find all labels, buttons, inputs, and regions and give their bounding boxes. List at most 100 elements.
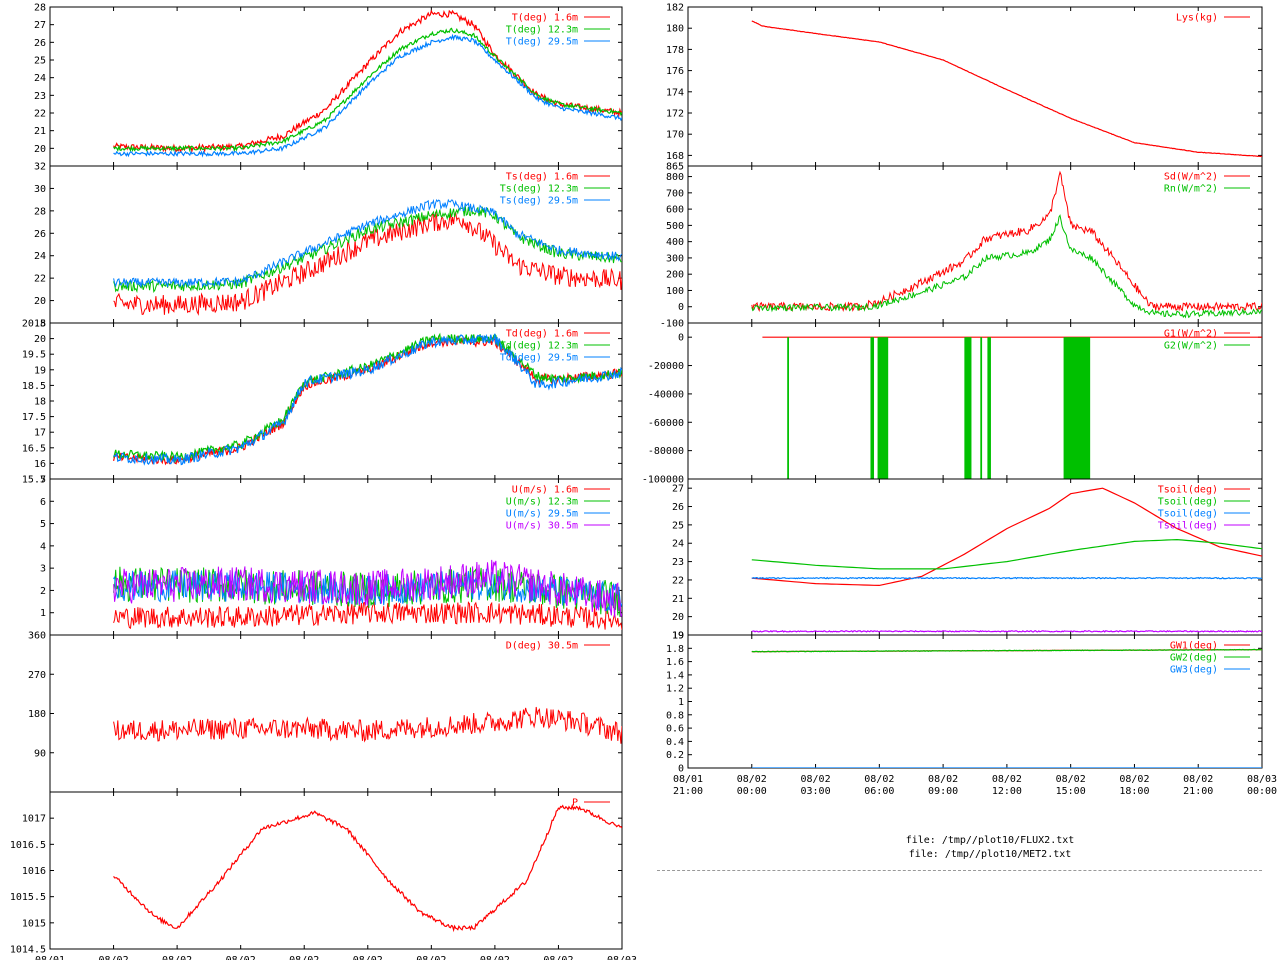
y-tick-label: 800 (666, 172, 684, 183)
x-tick-label-time: 00:00 (1247, 786, 1277, 797)
series-group (113, 706, 622, 744)
y-tick-label: 1.8 (666, 644, 684, 655)
x-tick-label-date: 08/02 (416, 955, 446, 960)
x-tick-label-date: 08/02 (353, 955, 383, 960)
y-tick-label: 600 (666, 205, 684, 216)
series-line (751, 20, 1262, 158)
plot-frame (49, 791, 623, 950)
series-group (751, 20, 1262, 158)
y-tick-label: 18 (34, 397, 46, 408)
legend-label: U(m/s) 30.5m (506, 521, 578, 532)
series-spike (870, 337, 875, 479)
series-group (113, 9, 622, 158)
legend-label: GW3(deg) (1170, 665, 1218, 676)
y-tick-label: 178 (666, 45, 684, 56)
y-tick-label: 90 (34, 748, 46, 759)
series-line (113, 333, 622, 466)
y-tick-label: 20.5 (22, 319, 46, 330)
y-tick-label: 20 (34, 334, 46, 345)
y-tick-label: 30 (34, 184, 46, 195)
series-line (113, 803, 622, 933)
y-tick-label: 16.5 (22, 443, 46, 454)
series-group (113, 559, 622, 630)
y-tick-label: 22 (34, 274, 46, 285)
y-tick-label: 17.5 (22, 412, 46, 423)
file-name: file: /tmp//plot10/MET2.txt (908, 849, 1072, 860)
chart-panel-radiation: 800 700 600 500 400 300 200 100 0 -100 865 Sd(W/m^2… (660, 162, 1263, 330)
legend-label: U(m/s) 29.5m (506, 509, 578, 520)
y-tick-label: 6 (40, 497, 46, 508)
x-tick-label-date: 08/02 (289, 955, 319, 960)
x-tick-label-date: 08/01 (673, 774, 703, 785)
legend-label: T(deg) 12.3m (506, 25, 578, 36)
chart-panel-lysimeter: 182 180 178 176 174 172 170 168 Lys(kg) (666, 3, 1263, 167)
x-tick-label-date: 08/02 (543, 955, 573, 960)
y-tick-label: 270 (28, 670, 46, 681)
legend-label: Tsoil(deg) (1158, 485, 1218, 496)
legend-label: Sd(W/m^2) (1164, 172, 1218, 183)
series-line (751, 630, 1262, 633)
y-tick-label: 1.2 (666, 684, 684, 695)
x-tick-label-time: 15:00 (1056, 786, 1086, 797)
y-tick-label: 19.5 (22, 350, 46, 361)
y-tick-label: 26 (34, 38, 46, 49)
x-tick-label-time: 03:00 (801, 786, 831, 797)
legend-label: G2(W/m^2) (1164, 341, 1218, 352)
x-tick-label-date: 08/03 (1247, 774, 1277, 785)
legend-label: GW2(deg) (1170, 653, 1218, 664)
legend-label: Td(deg) 12.3m (500, 341, 578, 352)
y-tick-label: 1 (40, 608, 46, 619)
y-tick-label: 5 (40, 519, 46, 530)
y-tick-label: -100000 (642, 475, 684, 486)
x-tick-label-date: 08/02 (928, 774, 958, 785)
y-tick-label: 700 (666, 188, 684, 199)
y-tick-label: 1016.5 (10, 840, 46, 851)
y-tick-label: 23 (34, 91, 46, 102)
y-tick-label: 2 (40, 586, 46, 597)
y-tick-label: 182 (666, 3, 684, 14)
series-spike (964, 337, 972, 479)
y-tick-label: 22 (672, 575, 684, 586)
series-line (751, 576, 1262, 580)
legend-label: Tsoil(deg) (1158, 521, 1218, 532)
y-tick-label: 865 (666, 162, 684, 173)
legend-label: Tsoil(deg) (1158, 509, 1218, 520)
series-spike (787, 337, 789, 479)
chart-panel-ground-water: 1.8 1.6 1.4 1.2 1 0.8 0.6 0.4 0.2 0 19 GW1(deg)GW2(… (666, 631, 1263, 775)
plot-frame (687, 6, 1263, 167)
chart-panel-wind-direction: 360 270 180 90 D(deg) 30.5m (28, 631, 623, 793)
x-tick-label-time: 21:00 (673, 786, 703, 797)
y-tick-label: 23 (672, 557, 684, 568)
y-tick-label: 180 (666, 24, 684, 35)
y-tick-label: 1014.5 (10, 945, 46, 956)
x-tick-label-time: 00:00 (737, 786, 767, 797)
y-tick-label: -40000 (648, 389, 684, 400)
y-tick-label: 19 (34, 365, 46, 376)
y-tick-label: 27 (34, 20, 46, 31)
legend-label: Ts(deg) 29.5m (500, 196, 578, 207)
y-tick-label: 28 (34, 206, 46, 217)
legend-label: D(deg) 30.5m (506, 641, 578, 652)
y-tick-label: 19 (672, 631, 684, 642)
y-tick-label: 24 (34, 73, 46, 84)
y-tick-label: 1017 (22, 814, 46, 825)
y-tick-label: 172 (666, 109, 684, 120)
series-group (751, 170, 1262, 319)
y-tick-label: 1 (678, 697, 684, 708)
y-tick-label: 3 (40, 564, 46, 575)
y-tick-label: 24 (34, 251, 46, 262)
y-tick-label: 19 (672, 631, 684, 642)
legend-label: T(deg) 29.5m (506, 37, 578, 48)
y-tick-label: 180 (28, 709, 46, 720)
series-line (113, 210, 622, 316)
y-tick-label: 400 (666, 237, 684, 248)
series-line (113, 33, 622, 158)
legend-label: G1(W/m^2) (1164, 329, 1218, 340)
y-tick-label: 18 (34, 319, 46, 330)
y-tick-label: 174 (666, 87, 684, 98)
x-tick-label-date: 08/02 (737, 774, 767, 785)
y-tick-label: 26 (34, 229, 46, 240)
y-tick-label: 200 (666, 270, 684, 281)
y-tick-label: 32 (34, 162, 46, 173)
